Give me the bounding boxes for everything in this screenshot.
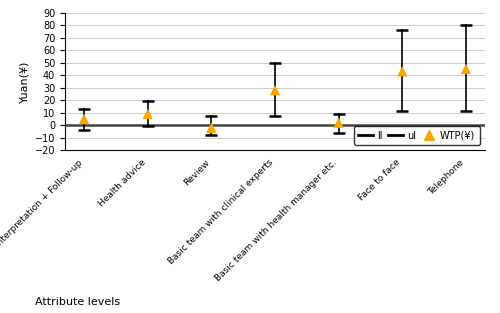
Legend: ll, ul, WTP(¥): ll, ul, WTP(¥) — [354, 126, 480, 145]
Point — [462, 66, 470, 71]
Point — [271, 88, 279, 93]
Y-axis label: Yuan(¥): Yuan(¥) — [19, 60, 29, 103]
Point — [208, 125, 216, 130]
Point — [398, 69, 406, 74]
Point — [80, 116, 88, 121]
Point — [334, 120, 342, 125]
Point — [144, 111, 152, 116]
Text: Attribute levels: Attribute levels — [35, 297, 120, 307]
